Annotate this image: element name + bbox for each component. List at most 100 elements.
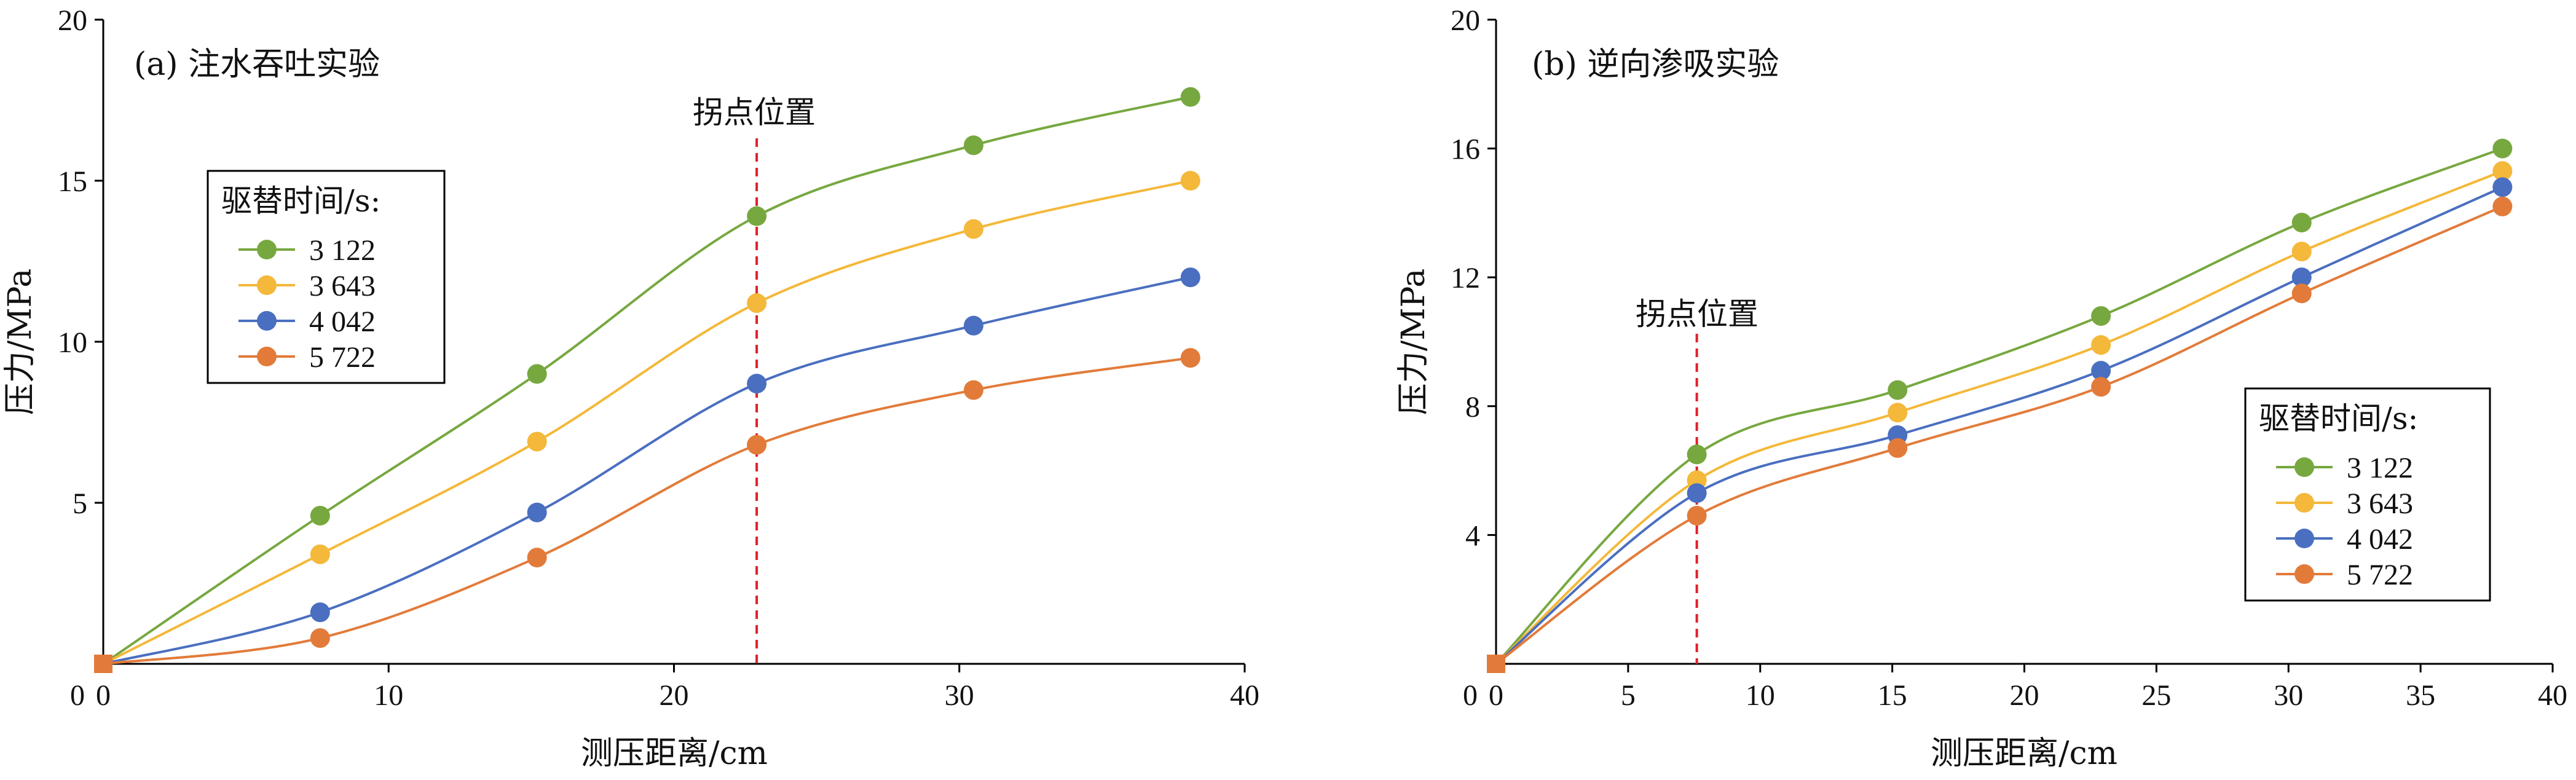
data-point [2091, 377, 2111, 397]
x-tick-label: 40 [1230, 679, 1259, 712]
data-point [310, 544, 330, 564]
panel-title: (b) 逆向渗吸实验 [1532, 46, 1779, 83]
data-point [527, 364, 547, 384]
data-point [747, 374, 767, 394]
origin-point [1487, 655, 1505, 673]
data-point [2492, 196, 2513, 216]
data-point [1180, 87, 1200, 107]
legend-swatch-marker [2294, 493, 2314, 513]
legend-title: 驱替时间/s: [221, 183, 380, 219]
y-axis-title: 压力/MPa [2, 269, 39, 415]
legend-swatch-marker [2294, 457, 2314, 477]
data-point [1180, 348, 1200, 368]
data-point [2291, 213, 2312, 233]
legend-swatch-marker [257, 347, 277, 366]
chart-panel-b: 0 5 10 15 20 25 30 35 40 0 4 8 12 16 20 测压距离/cm 压力/MPa (b… [1395, 4, 2567, 772]
x-tick-label: 15 [1878, 679, 1907, 712]
legend-label: 4 042 [309, 305, 376, 338]
data-point [527, 502, 547, 522]
data-point [963, 315, 983, 336]
legend-swatch-marker [2294, 564, 2314, 584]
y-tick-label: 5 [73, 487, 87, 520]
chart-panel-a: 0 10 20 30 40 0 5 10 15 20 测压距离/cm 压力/MPa (a) 注水吞吐实验… [2, 4, 1259, 772]
x-tick-label: 0 [1489, 679, 1503, 712]
x-tick-label: 20 [660, 679, 689, 712]
x-axis-title: 测压距离/cm [581, 735, 768, 772]
legend-swatch-marker [257, 275, 277, 295]
x-tick-label: 30 [945, 679, 974, 712]
data-point [2492, 138, 2513, 159]
data-point [1687, 444, 1707, 465]
data-point [310, 602, 330, 623]
data-point [310, 628, 330, 648]
legend-label: 5 722 [309, 341, 376, 374]
data-point [527, 431, 547, 452]
legend-label: 3 643 [309, 270, 376, 302]
data-point [1687, 483, 1707, 503]
x-tick-label: 20 [2010, 679, 2039, 712]
x-axis-title: 测压距离/cm [1931, 735, 2117, 772]
x-tick-label: 40 [2538, 679, 2567, 712]
legend-label: 3 122 [2347, 452, 2413, 484]
legend-label: 3 122 [309, 234, 376, 267]
y-tick-label: 10 [58, 326, 87, 359]
data-point [1888, 403, 1908, 423]
legend-swatch-marker [257, 240, 277, 259]
series-line [1495, 147, 2503, 665]
data-point [2091, 335, 2111, 355]
legend-box [2244, 387, 2491, 602]
data-point [747, 435, 767, 455]
data-point [1687, 505, 1707, 526]
x-tick-label: 30 [2274, 679, 2303, 712]
data-point [2291, 283, 2312, 304]
data-point [1180, 267, 1200, 288]
legend-box [207, 170, 446, 384]
data-point [963, 380, 983, 400]
y-tick-label: 16 [1451, 133, 1480, 166]
legend-label: 4 042 [2347, 523, 2413, 556]
data-point [747, 293, 767, 313]
data-point [1180, 171, 1200, 191]
y-axis-title: 压力/MPa [1395, 269, 1432, 415]
data-point [310, 505, 330, 526]
legend-swatch-marker [257, 311, 277, 331]
y-tick-label: 12 [1451, 262, 1480, 294]
y-tick-label: 8 [1465, 391, 1480, 423]
y-tick-label: 4 [1465, 519, 1480, 552]
x-tick-label: 10 [1746, 679, 1775, 712]
data-point [1888, 438, 1908, 458]
data-point [2492, 177, 2513, 197]
inflection-label: 拐点位置 [693, 95, 816, 130]
legend-label: 3 643 [2347, 487, 2413, 520]
data-point [2492, 161, 2513, 181]
legend-label: 5 722 [2347, 559, 2413, 591]
y-origin-label: 0 [70, 679, 85, 712]
origin-point [94, 655, 112, 673]
series-line [103, 357, 1191, 665]
legend-swatch-marker [2294, 529, 2314, 548]
x-tick-label: 0 [96, 679, 111, 712]
panel-title: (a) 注水吞吐实验 [134, 46, 380, 83]
series-line [1495, 205, 2503, 665]
legend-title: 驱替时间/s: [2259, 401, 2418, 436]
x-tick-label: 5 [1621, 679, 1636, 712]
data-point [963, 219, 983, 239]
y-origin-label: 0 [1463, 679, 1478, 712]
data-point [2291, 242, 2312, 262]
series-line [103, 276, 1191, 665]
y-tick-label: 20 [58, 4, 87, 37]
data-point [2291, 267, 2312, 288]
data-point [2091, 361, 2111, 381]
data-point [963, 135, 983, 156]
y-tick-label: 15 [58, 165, 87, 198]
series-line [103, 179, 1191, 665]
x-tick-label: 35 [2406, 679, 2435, 712]
series-line [102, 95, 1191, 665]
inflection-label: 拐点位置 [1636, 296, 1759, 332]
y-tick-label: 20 [1451, 4, 1480, 37]
x-tick-label: 25 [2141, 679, 2171, 712]
series-line [1495, 186, 2503, 665]
data-point [1888, 380, 1908, 400]
series-line [1495, 170, 2503, 665]
